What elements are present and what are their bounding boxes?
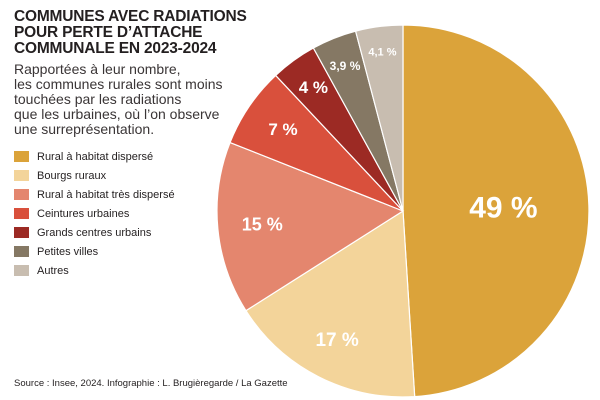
legend-label: Petites villes [37,245,99,258]
chart-title-line: POUR PERTE D’ATTACHE [14,24,203,41]
slice-label: 3,9 % [330,59,361,73]
chart-title: COMMUNES AVEC RADIATIONS POUR PERTE D’AT… [14,9,314,57]
legend-label: Autres [37,264,69,277]
slice-label: 7 % [268,120,297,139]
chart-subtitle-line: que les urbaines, où l’on observe [14,106,220,122]
legend-label: Rural à habitat dispersé [37,150,154,163]
slice-label: 17 % [315,330,358,351]
chart-subtitle-line: touchées par les radiations [14,91,182,107]
legend-item: Petites villes [14,242,244,261]
pie-slice [216,141,405,312]
chart-title-line: COMMUNALE EN 2023-2024 [14,40,217,57]
slice-label: 49 % [469,191,537,224]
legend-swatch [14,170,29,181]
legend-item: Autres [14,261,244,280]
legend-swatch [14,246,29,257]
source-note: Source : Insee, 2024. Infographie : L. B… [14,378,288,389]
slice-label: 4 % [299,78,328,97]
chart-subtitle-line: Rapportées à leur nombre, [14,61,181,77]
pie-slices [216,24,590,398]
pie-slice [245,209,416,398]
legend-swatch [14,189,29,200]
legend-label: Rural à habitat très dispersé [37,188,175,201]
legend-swatch [14,227,29,238]
legend-swatch [14,151,29,162]
legend-swatch [14,208,29,219]
legend-item: Grands centres urbains [14,223,244,242]
slice-label: 4,1 % [368,46,396,58]
slice-label: 15 % [242,214,283,234]
pie-slice [354,24,404,212]
legend-item: Rural à habitat dispersé [14,147,244,166]
legend-item: Bourgs ruraux [14,166,244,185]
chart-subtitle-line: une surreprésentation. [14,121,155,137]
chart-subtitle-line: les communes rurales sont moins [14,76,223,92]
chart-subtitle: Rapportées à leur nombre, les communes r… [14,62,254,137]
legend-item: Rural à habitat très dispersé [14,185,244,204]
chart-legend: Rural à habitat dispersé Bourgs ruraux R… [14,147,244,280]
pie-slice [402,24,590,398]
legend-swatch [14,265,29,276]
legend-item: Ceintures urbaines [14,204,244,223]
legend-label: Bourgs ruraux [37,169,107,182]
chart-title-line: COMMUNES AVEC RADIATIONS [14,8,247,25]
legend-label: Grands centres urbains [37,226,152,239]
legend-label: Ceintures urbaines [37,207,130,220]
pie-labels: 49 % 17 % 15 % 7 % 4 %3,9 % 4,1 % [242,46,538,350]
